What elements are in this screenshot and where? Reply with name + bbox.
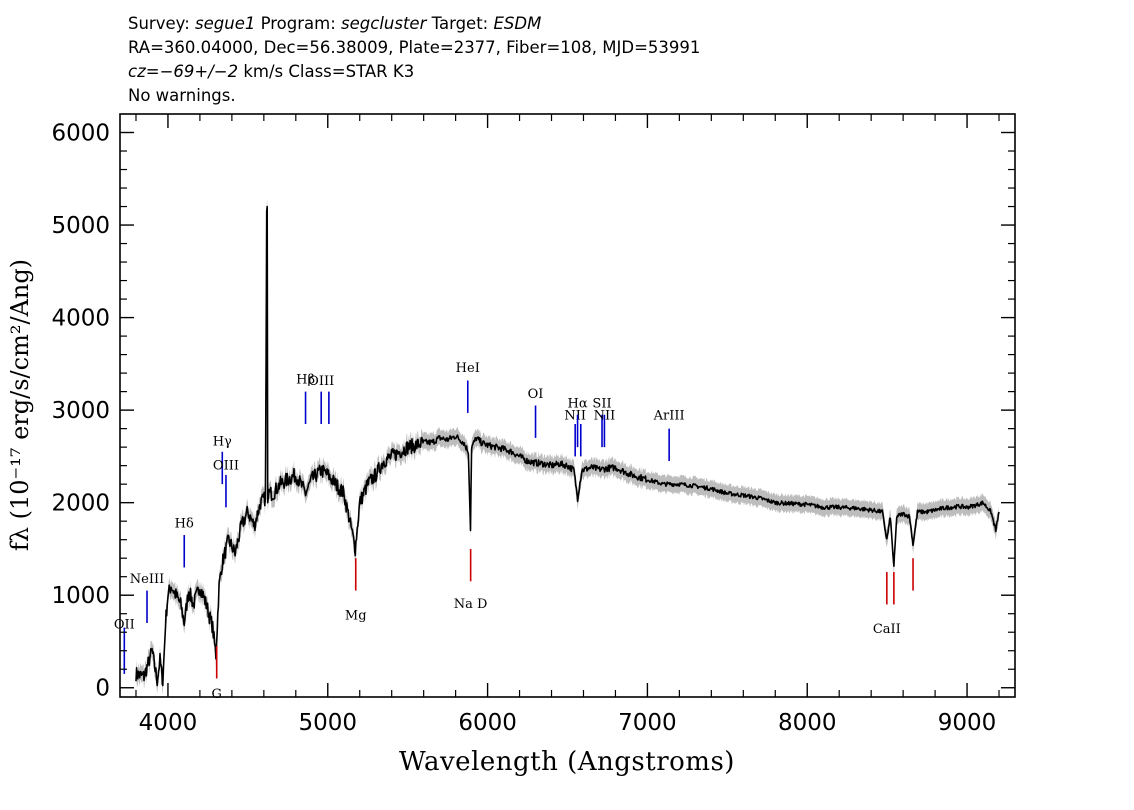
emission-line-label: OIII <box>213 458 239 473</box>
emission-line-label: NII <box>564 408 586 423</box>
emission-line-label: HeI <box>456 361 480 376</box>
emission-line-label: OII <box>114 618 135 633</box>
warnings-line: No warnings. <box>128 86 236 105</box>
target-label: Target: <box>431 14 489 33</box>
cz-label: cz= <box>128 62 160 81</box>
y-tick-label: 2000 <box>51 491 110 517</box>
x-tick-label: 9000 <box>938 710 997 736</box>
y-tick-label: 4000 <box>51 306 110 332</box>
y-tick-label: 6000 <box>51 121 110 147</box>
plot-frame <box>119 113 1016 698</box>
axis-ticks: 4000 5000 6000 7000 8000 9000 0 1000 2000 3000 400… <box>51 114 1015 736</box>
emission-line-label: Hδ <box>175 517 194 532</box>
emission-line-label: Hα <box>568 396 588 411</box>
emission-line-label: SII <box>592 396 611 411</box>
header-line-2: RA=360.04000, Dec=56.38009, Plate=2377, … <box>128 38 701 57</box>
emission-line-label: OIII <box>308 374 334 389</box>
x-tick-label: 8000 <box>778 710 837 736</box>
x-axis-title: Wavelength (Angstroms) <box>399 747 735 777</box>
flux-series <box>135 205 1000 687</box>
survey-label: Survey: <box>128 14 190 33</box>
target-value: ESDM <box>493 14 542 33</box>
absorption-line-label: Na D <box>454 597 488 612</box>
program-label: Program: <box>260 14 336 33</box>
cz-value: −69+/−2 <box>159 62 239 81</box>
plot-header: Survey: segue1 Program: segcluster Targe… <box>128 12 700 108</box>
flux-line <box>135 205 1000 687</box>
emission-line-label: OI <box>528 387 544 402</box>
y-tick-label: 1000 <box>51 583 110 609</box>
absorption-line-label: CaII <box>873 622 901 637</box>
x-tick-label: 4000 <box>139 710 198 736</box>
y-axis-title: fλ (10⁻¹⁷ erg/s/cm²/Ang) <box>6 259 34 551</box>
x-tick-label: 5000 <box>298 710 357 736</box>
y-tick-label: 0 <box>95 676 110 702</box>
header-line-1: Survey: segue1 Program: segcluster Targe… <box>128 12 700 36</box>
emission-line-label: Hβ <box>296 372 315 387</box>
cz-rest: km/s Class=STAR K3 <box>238 62 415 81</box>
emission-line-label: NeIII <box>130 572 164 587</box>
x-tick-label: 6000 <box>458 710 517 736</box>
absorption-line-label: G <box>211 687 221 702</box>
program-value: segcluster <box>341 14 427 33</box>
x-tick-label: 7000 <box>618 710 677 736</box>
header-line-3: cz=−69+/−2 km/s Class=STAR K3 <box>128 60 700 84</box>
absorption-line-label: Mg <box>345 608 367 623</box>
emission-line-label: ArIII <box>653 408 685 423</box>
survey-value: segue1 <box>195 14 256 33</box>
emission-line-label: NII <box>594 408 616 423</box>
emission-line-label: Hγ <box>213 434 232 449</box>
y-tick-label: 5000 <box>51 213 110 239</box>
y-tick-label: 3000 <box>51 398 110 424</box>
